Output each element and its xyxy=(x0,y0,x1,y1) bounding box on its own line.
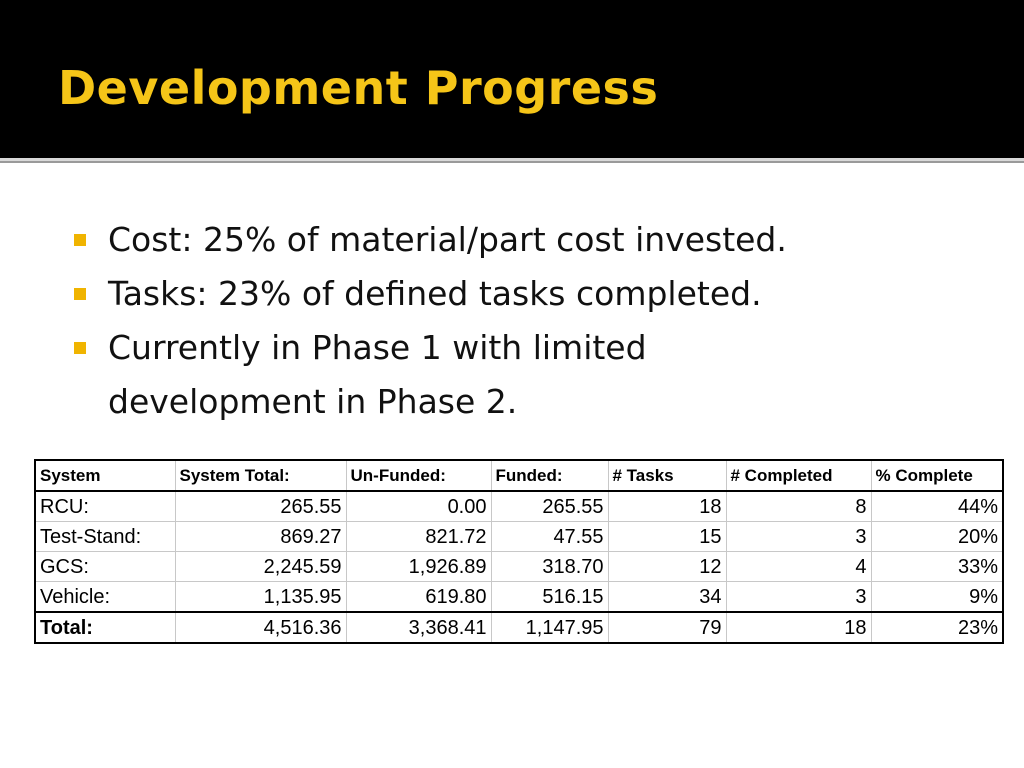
total-un-funded-cell: 3,368.41 xyxy=(345,611,492,644)
column-header-system-total: System Total: xyxy=(174,459,347,492)
table-total-row: Total: 4,516.36 3,368.41 1,147.95 79 18 … xyxy=(34,611,1004,644)
funded-cell: 47.55 xyxy=(490,521,609,552)
system-cell: Vehicle: xyxy=(34,581,176,613)
column-header-percent-complete: % Complete xyxy=(870,459,1004,492)
bullet-text: Tasks: 23% of defined tasks completed. xyxy=(108,274,762,313)
completed-cell: 8 xyxy=(725,490,872,522)
tasks-cell: 12 xyxy=(607,551,727,582)
column-header-tasks: # Tasks xyxy=(607,459,727,492)
table-row: GCS: 2,245.59 1,926.89 318.70 12 4 33% xyxy=(34,551,1004,582)
completed-cell: 4 xyxy=(725,551,872,582)
system-cell: GCS: xyxy=(34,551,176,582)
table-row: Test-Stand: 869.27 821.72 47.55 15 3 20% xyxy=(34,521,1004,552)
funded-cell: 516.15 xyxy=(490,581,609,613)
system-total-cell: 1,135.95 xyxy=(174,581,347,613)
column-header-system: System xyxy=(34,459,176,492)
percent-complete-cell: 20% xyxy=(870,521,1004,552)
table-row: Vehicle: 1,135.95 619.80 516.15 34 3 9% xyxy=(34,581,1004,613)
column-header-completed: # Completed xyxy=(725,459,872,492)
progress-table: System System Total: Un-Funded: Funded: … xyxy=(34,459,1004,644)
bullet-item-cost: Cost: 25% of material/part cost invested… xyxy=(74,213,954,267)
system-total-cell: 869.27 xyxy=(174,521,347,552)
column-header-funded: Funded: xyxy=(490,459,609,492)
total-percent-complete-cell: 23% xyxy=(870,611,1004,644)
system-total-cell: 2,245.59 xyxy=(174,551,347,582)
percent-complete-cell: 9% xyxy=(870,581,1004,613)
slide-title: Development Progress xyxy=(58,61,659,115)
tasks-cell: 34 xyxy=(607,581,727,613)
system-total-cell: 265.55 xyxy=(174,490,347,522)
tasks-cell: 18 xyxy=(607,490,727,522)
percent-complete-cell: 33% xyxy=(870,551,1004,582)
un-funded-cell: 0.00 xyxy=(345,490,492,522)
total-label-cell: Total: xyxy=(34,611,176,644)
square-bullet-icon xyxy=(74,234,86,246)
title-banner xyxy=(0,0,1024,158)
completed-cell: 3 xyxy=(725,521,872,552)
total-tasks-cell: 79 xyxy=(607,611,727,644)
column-header-un-funded: Un-Funded: xyxy=(345,459,492,492)
percent-complete-cell: 44% xyxy=(870,490,1004,522)
square-bullet-icon xyxy=(74,342,86,354)
tasks-cell: 15 xyxy=(607,521,727,552)
table-header-row: System System Total: Un-Funded: Funded: … xyxy=(34,459,1004,492)
un-funded-cell: 619.80 xyxy=(345,581,492,613)
bullet-text: Currently in Phase 1 with limited develo… xyxy=(108,328,647,421)
total-completed-cell: 18 xyxy=(725,611,872,644)
bullet-text: Cost: 25% of material/part cost invested… xyxy=(108,220,787,259)
total-system-total-cell: 4,516.36 xyxy=(174,611,347,644)
system-cell: RCU: xyxy=(34,490,176,522)
un-funded-cell: 821.72 xyxy=(345,521,492,552)
bullet-item-tasks: Tasks: 23% of defined tasks completed. xyxy=(74,267,954,321)
completed-cell: 3 xyxy=(725,581,872,613)
bullet-list: Cost: 25% of material/part cost invested… xyxy=(74,213,954,429)
un-funded-cell: 1,926.89 xyxy=(345,551,492,582)
funded-cell: 265.55 xyxy=(490,490,609,522)
funded-cell: 318.70 xyxy=(490,551,609,582)
title-divider xyxy=(0,158,1024,161)
total-funded-cell: 1,147.95 xyxy=(490,611,609,644)
table-row: RCU: 265.55 0.00 265.55 18 8 44% xyxy=(34,490,1004,522)
square-bullet-icon xyxy=(74,288,86,300)
title-divider-shadow xyxy=(0,161,1024,163)
system-cell: Test-Stand: xyxy=(34,521,176,552)
bullet-item-phase: Currently in Phase 1 with limited develo… xyxy=(74,321,954,429)
